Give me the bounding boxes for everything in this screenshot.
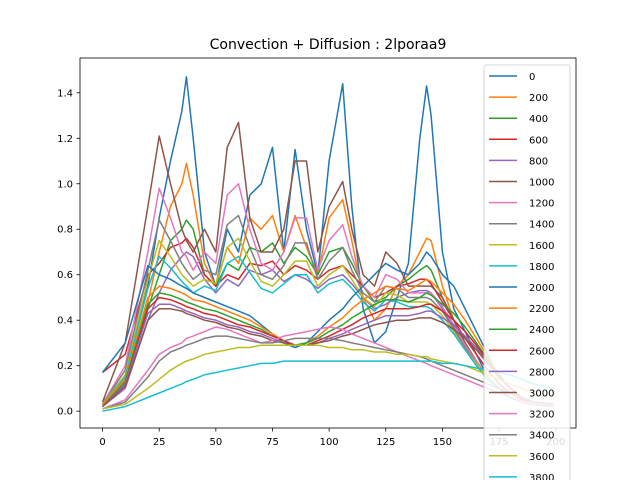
legend-label: 3600 [529, 452, 554, 463]
y-tick-label: 0.8 [57, 225, 73, 236]
chart-title: Convection + Diffusion : 2lporaa9 [210, 37, 447, 53]
series-line-1800 [101, 255, 554, 408]
series-line-1200 [101, 183, 554, 408]
legend-label: 800 [529, 156, 548, 167]
x-tick-label: 25 [153, 437, 166, 448]
series-line-3600 [102, 344, 554, 410]
legend-label: 2000 [529, 283, 554, 294]
series-line-3800 [102, 360, 554, 412]
legend-label: 1400 [529, 220, 554, 231]
y-tick-label: 0.2 [57, 361, 73, 372]
legend-label: 200 [529, 93, 548, 104]
plot-frame [79, 57, 577, 429]
legend-label: 1800 [529, 262, 554, 273]
legend-label: 1200 [529, 199, 554, 210]
y-tick-label: 0.4 [57, 316, 73, 327]
legend-label: 3000 [529, 389, 554, 400]
series-line-2200 [101, 278, 554, 406]
series-line-3000 [101, 308, 554, 408]
series-line-3200 [102, 326, 554, 410]
legend-label: 2400 [529, 325, 554, 336]
legend: 0 200 400 600 800 1000 1200 1400 1600 1800 2000 220… [483, 64, 571, 485]
x-tick-label: 0 [99, 437, 105, 448]
series-line-2800 [101, 303, 554, 408]
series-line-2000 [101, 251, 554, 406]
y-tick-label: 0.6 [57, 270, 73, 281]
x-tick-label: 50 [209, 437, 222, 448]
x-tick-label: 100 [320, 437, 339, 448]
series-line-0 [101, 76, 554, 408]
legend-label: 600 [529, 135, 548, 146]
legend-label: 2200 [529, 304, 554, 315]
legend-box [483, 64, 571, 485]
legend-label: 2600 [529, 346, 554, 357]
series-line-2600 [101, 296, 554, 408]
legend-label: 3200 [529, 410, 554, 421]
y-axis: 0.0 0.2 0.4 0.6 0.8 1.0 1.2 1.4 [57, 88, 80, 418]
x-tick-label: 150 [433, 437, 452, 448]
y-tick-label: 1.0 [57, 179, 73, 190]
series-line-600 [102, 237, 554, 406]
legend-label: 400 [529, 114, 548, 125]
y-tick-label: 1.4 [57, 88, 73, 99]
series-line-3400 [102, 335, 554, 410]
legend-label: 1600 [529, 241, 554, 252]
y-tick-label: 0.0 [57, 407, 73, 418]
legend-label: 3800 [529, 473, 554, 480]
legend-label: 3400 [529, 431, 554, 442]
x-tick-label: 125 [376, 437, 395, 448]
legend-label: 1000 [529, 178, 554, 189]
y-tick-label: 1.2 [57, 134, 73, 145]
series-lines [101, 76, 554, 412]
x-tick-label: 75 [266, 437, 279, 448]
legend-label: 2800 [529, 367, 554, 378]
legend-label: 0 [529, 72, 535, 83]
